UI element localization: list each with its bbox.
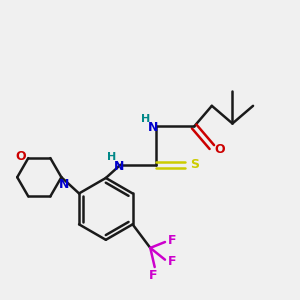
Text: N: N [114, 160, 124, 173]
Text: F: F [168, 234, 177, 247]
Text: S: S [190, 158, 199, 171]
Text: O: O [214, 143, 224, 157]
Text: F: F [149, 269, 158, 282]
Text: H: H [107, 152, 116, 162]
Text: O: O [16, 150, 26, 163]
Text: N: N [148, 122, 158, 134]
Text: F: F [168, 255, 177, 268]
Text: H: H [141, 114, 150, 124]
Text: N: N [59, 178, 70, 191]
